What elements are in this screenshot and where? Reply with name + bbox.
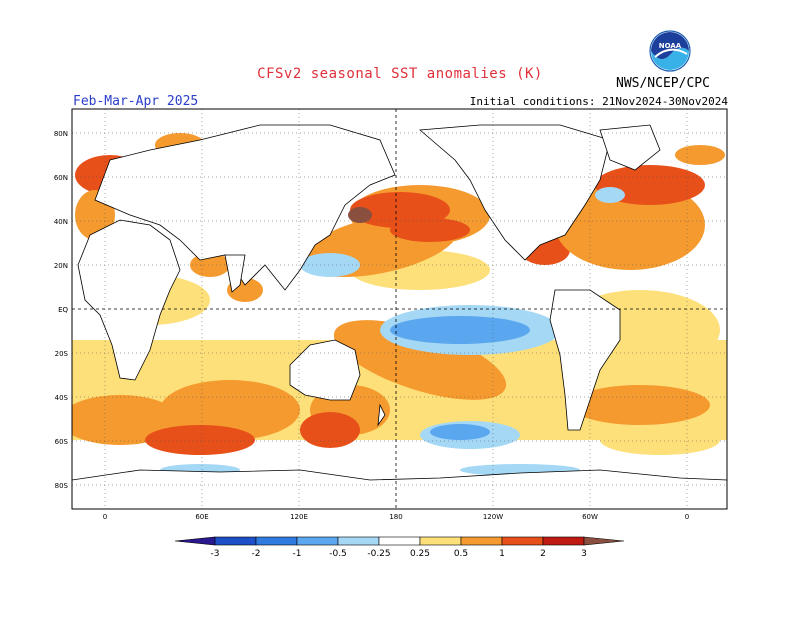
colorbar-label: -2 bbox=[252, 549, 261, 559]
noaa-logo-icon: NOAA bbox=[649, 30, 691, 72]
anomaly-field bbox=[72, 109, 727, 509]
org-label: NWS/NCEP/CPC bbox=[616, 76, 710, 91]
colorbar-segment bbox=[214, 536, 257, 546]
cool-anomalies bbox=[160, 187, 625, 476]
colorbar-segment bbox=[378, 536, 421, 546]
continents bbox=[72, 124, 727, 509]
landmass bbox=[377, 403, 386, 427]
landmass bbox=[549, 289, 621, 431]
lon-label: 60E bbox=[195, 513, 208, 521]
colorbar-label: -1 bbox=[293, 549, 302, 559]
colorbar-label: 1 bbox=[499, 549, 505, 559]
lat-label: 80S bbox=[55, 482, 69, 490]
landmass bbox=[224, 254, 246, 293]
landmass bbox=[77, 219, 181, 381]
longitude-labels: 0 60E 120E 180 120W 60W 0 bbox=[103, 513, 689, 521]
svg-text:NOAA: NOAA bbox=[659, 42, 682, 50]
lat-label: 40S bbox=[55, 394, 69, 402]
colorbar-label: 0.25 bbox=[410, 549, 430, 559]
colorbar-label: 2 bbox=[540, 549, 546, 559]
lon-label: 0 bbox=[685, 513, 689, 521]
colorbar-label: -0.25 bbox=[367, 549, 390, 559]
lat-label: 20S bbox=[55, 350, 69, 358]
lon-label: 60W bbox=[582, 513, 598, 521]
colorbar-segment bbox=[296, 536, 339, 546]
landmass bbox=[419, 124, 611, 261]
lat-label: 20N bbox=[54, 262, 68, 270]
initial-conditions-label: Initial conditions: 21Nov2024-30Nov2024 bbox=[469, 95, 728, 108]
colorbar-segment bbox=[583, 536, 625, 546]
colorbar-segment bbox=[337, 536, 380, 546]
lon-label: 180 bbox=[389, 513, 402, 521]
landmass bbox=[289, 339, 361, 401]
warm-anomalies bbox=[72, 133, 725, 455]
landmass bbox=[72, 469, 727, 509]
colorbar-label: -0.5 bbox=[329, 549, 347, 559]
latitude-labels: 80N 60N 40N 20N EQ 20S 40S 60S 80S bbox=[54, 130, 69, 490]
lon-label: 120E bbox=[290, 513, 308, 521]
map-frame bbox=[71, 108, 728, 510]
colorbar-label: -3 bbox=[211, 549, 220, 559]
colorbar-segment bbox=[501, 536, 544, 546]
lat-label: 60N bbox=[54, 174, 68, 182]
colorbar-segment bbox=[174, 536, 216, 546]
colorbar-label: 3 bbox=[581, 549, 587, 559]
colorbar-segment bbox=[542, 536, 585, 546]
lat-label: EQ bbox=[58, 306, 68, 314]
lon-label: 0 bbox=[103, 513, 107, 521]
landmass bbox=[94, 124, 396, 291]
colorbar-segment bbox=[255, 536, 298, 546]
season-label: Feb-Mar-Apr 2025 bbox=[73, 94, 199, 109]
colorbar-labels: -3 -2 -1 -0.5 -0.25 0.25 0.5 1 2 3 bbox=[211, 549, 587, 559]
landmass bbox=[599, 124, 661, 171]
map-title: CFSv2 seasonal SST anomalies (K) bbox=[257, 66, 543, 82]
colorbar-segment bbox=[419, 536, 462, 546]
colorbar bbox=[174, 536, 625, 546]
lat-label: 80N bbox=[54, 130, 68, 138]
reference-lines bbox=[72, 109, 727, 509]
lat-label: 40N bbox=[54, 218, 68, 226]
colorbar-label: 0.5 bbox=[454, 549, 468, 559]
colorbar-segment bbox=[460, 536, 503, 546]
lat-label: 60S bbox=[55, 438, 69, 446]
lon-label: 120W bbox=[483, 513, 503, 521]
